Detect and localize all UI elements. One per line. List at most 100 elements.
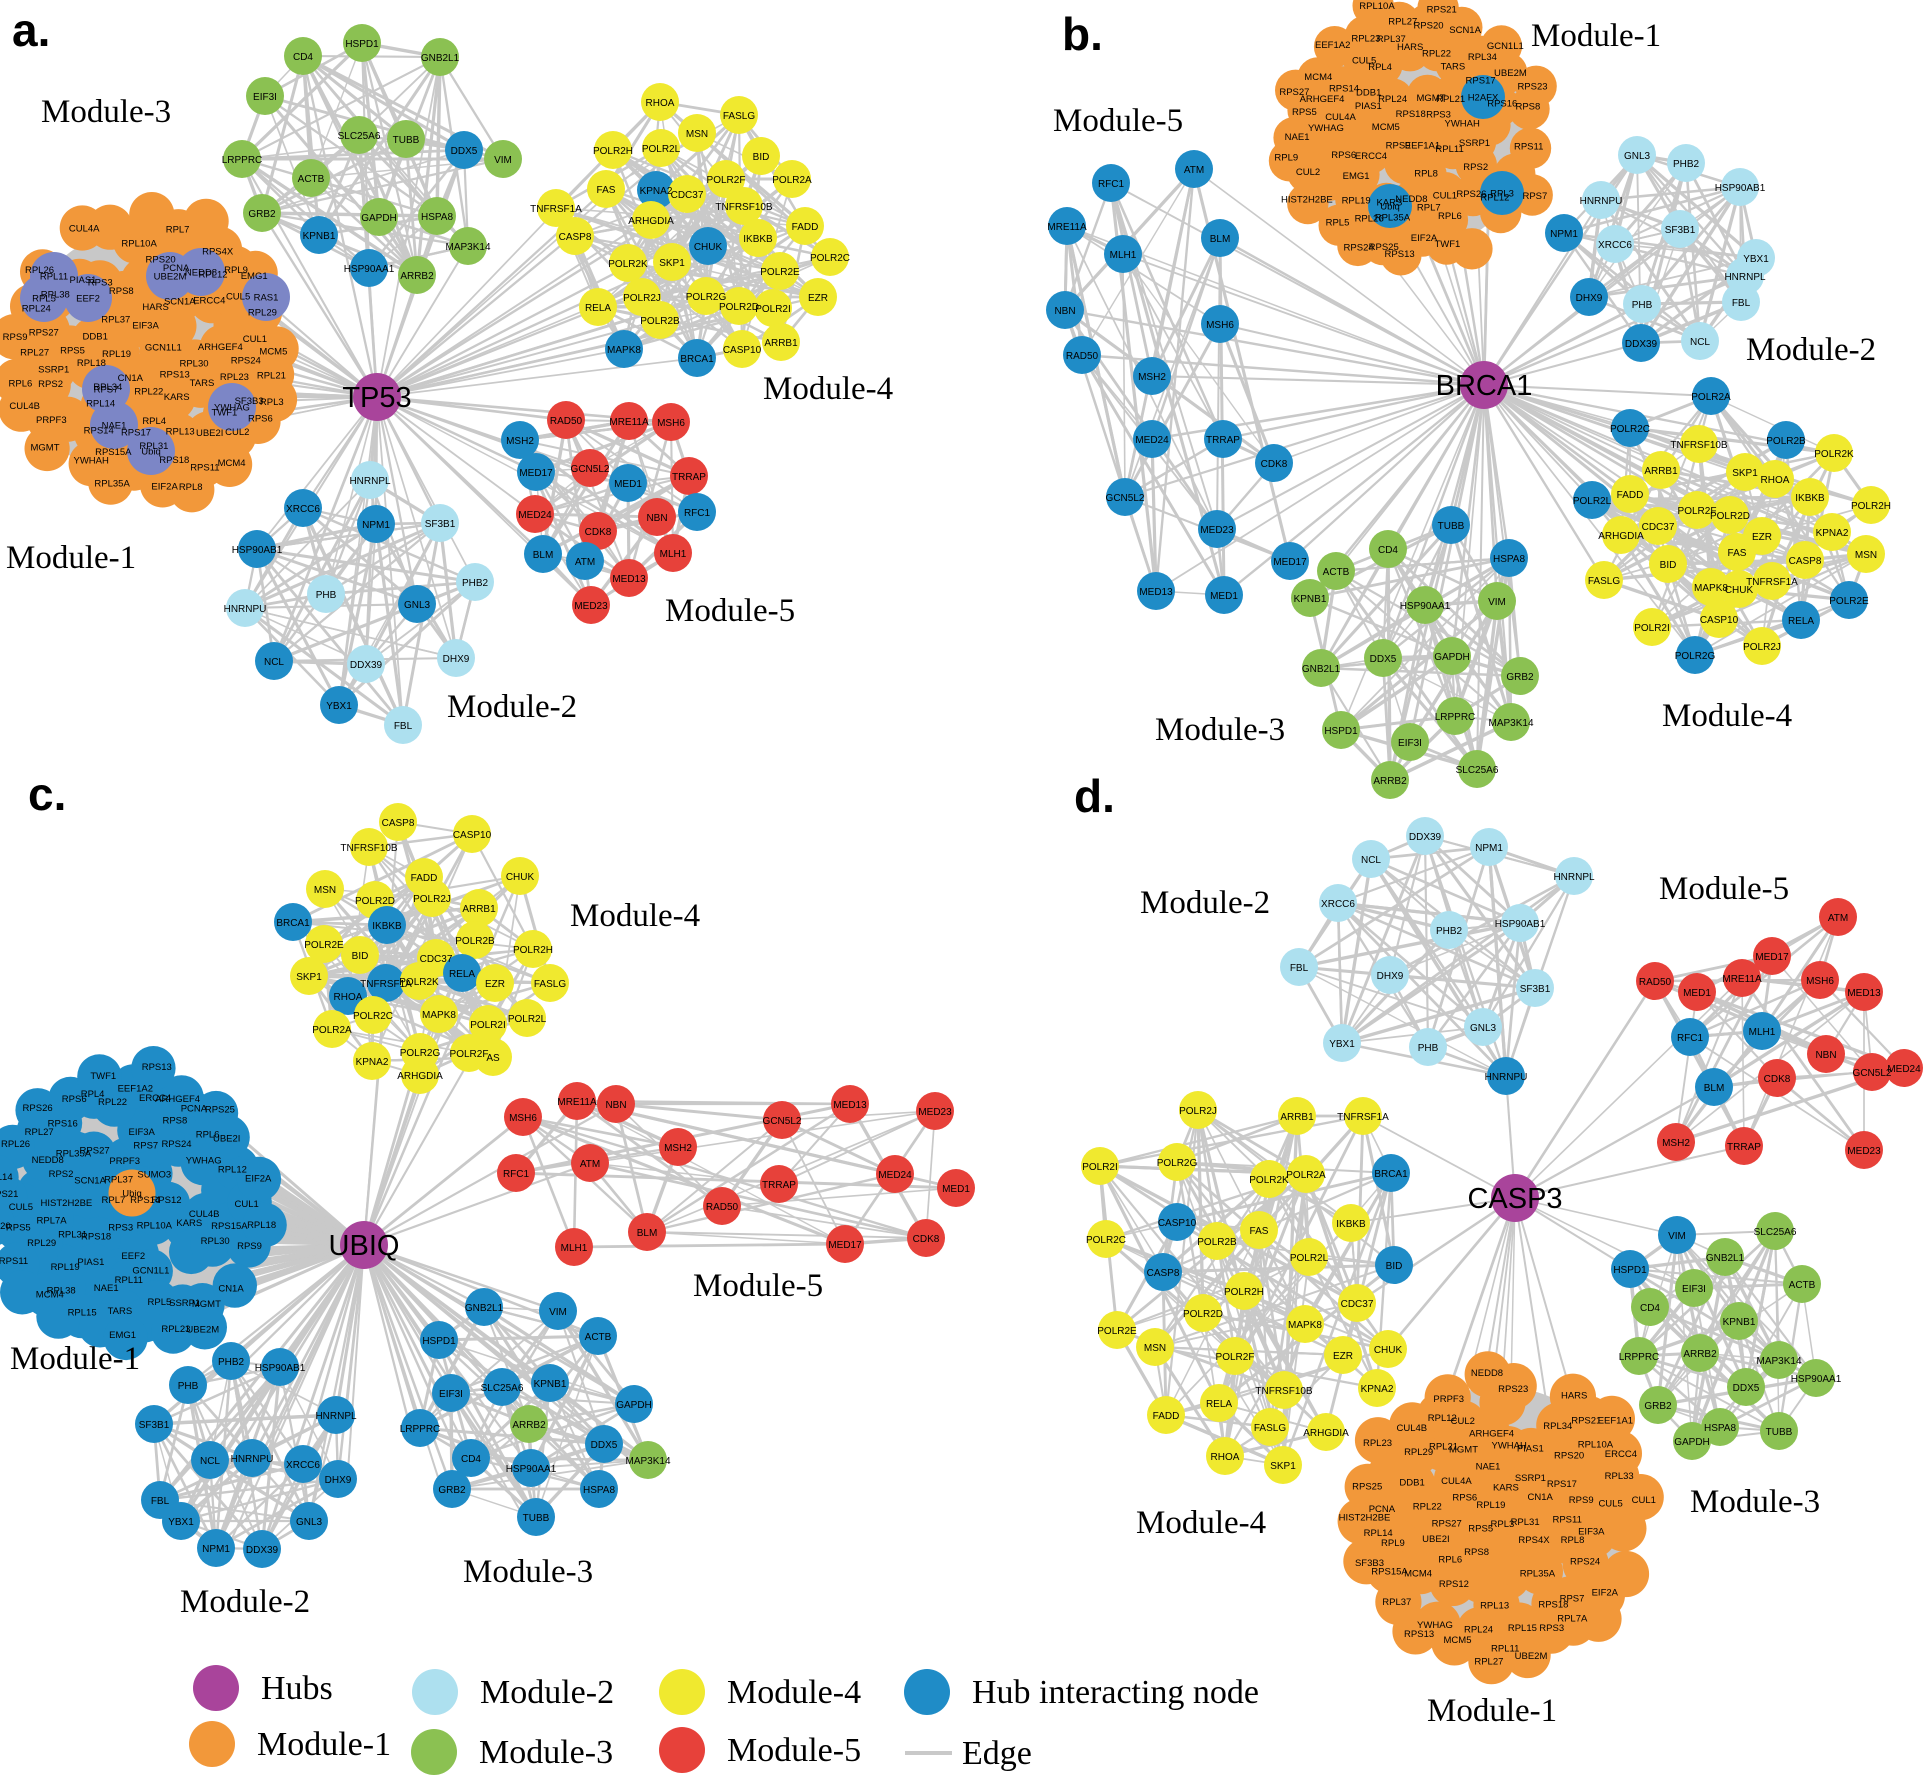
svg-text:RPL6: RPL6	[1438, 211, 1462, 222]
svg-text:DDX5: DDX5	[451, 146, 478, 157]
svg-text:RHOA: RHOA	[1761, 475, 1790, 486]
svg-text:SSRP1: SSRP1	[1459, 138, 1490, 149]
svg-text:RPL21: RPL21	[1429, 1442, 1458, 1453]
svg-text:EIF3I: EIF3I	[253, 92, 277, 103]
svg-text:POLR2A: POLR2A	[1691, 392, 1731, 403]
svg-text:HSPA8: HSPA8	[583, 1485, 615, 1496]
svg-text:RHOA: RHOA	[646, 98, 675, 109]
svg-text:MED24: MED24	[878, 1170, 912, 1181]
svg-text:IKBKB: IKBKB	[372, 921, 402, 932]
svg-text:YWHAG: YWHAG	[214, 403, 250, 414]
svg-text:MRE11A: MRE11A	[609, 417, 649, 428]
svg-text:MAP3K14: MAP3K14	[445, 242, 490, 253]
svg-text:RFC1: RFC1	[684, 508, 711, 519]
svg-text:RPS7: RPS7	[1560, 1594, 1585, 1605]
svg-text:HNRNPU: HNRNPU	[231, 1454, 274, 1465]
svg-text:CDC37: CDC37	[1642, 522, 1675, 533]
svg-text:RPL23: RPL23	[1351, 34, 1380, 45]
svg-text:HSPD1: HSPD1	[422, 1336, 456, 1347]
svg-text:HNRNPL: HNRNPL	[349, 476, 391, 487]
svg-text:RPS26: RPS26	[23, 1103, 53, 1114]
svg-text:CDK8: CDK8	[1261, 459, 1288, 470]
svg-text:GCN5L2: GCN5L2	[1853, 1068, 1892, 1079]
svg-text:FASLG: FASLG	[723, 111, 755, 122]
svg-text:ATM: ATM	[1828, 913, 1848, 924]
svg-text:EIF3I: EIF3I	[439, 1389, 463, 1400]
svg-text:RAD50: RAD50	[550, 416, 583, 427]
svg-text:BLM: BLM	[637, 1228, 658, 1239]
svg-text:POLR2J: POLR2J	[1743, 642, 1781, 653]
svg-text:HSPA8: HSPA8	[421, 212, 453, 223]
svg-text:RPS14: RPS14	[84, 426, 114, 437]
svg-text:RPS24: RPS24	[1570, 1556, 1600, 1567]
svg-text:Module-1: Module-1	[6, 540, 136, 576]
svg-text:PIAS1: PIAS1	[77, 1257, 104, 1268]
svg-text:BRCA1: BRCA1	[1436, 370, 1533, 402]
svg-text:RPL10A: RPL10A	[1359, 1, 1395, 12]
svg-text:TUBB: TUBB	[393, 135, 420, 146]
svg-text:RPS9: RPS9	[1386, 141, 1411, 152]
svg-text:MED13: MED13	[612, 574, 646, 585]
svg-text:HNRNPU: HNRNPU	[224, 604, 267, 615]
svg-text:KARS: KARS	[1493, 1483, 1519, 1494]
svg-text:SCN1A: SCN1A	[74, 1175, 106, 1186]
svg-text:RPL8: RPL8	[179, 482, 203, 493]
svg-text:SF3B3: SF3B3	[1355, 1558, 1384, 1569]
svg-text:EIF2A: EIF2A	[1411, 233, 1438, 244]
svg-text:RPL22: RPL22	[1422, 49, 1451, 60]
svg-text:RPL34: RPL34	[93, 382, 122, 393]
svg-text:MAP3K14: MAP3K14	[625, 1456, 670, 1467]
svg-text:RPL29: RPL29	[248, 308, 277, 319]
svg-text:RPL19: RPL19	[102, 349, 131, 360]
svg-text:RPL24: RPL24	[1378, 94, 1407, 105]
svg-text:RPL18: RPL18	[77, 358, 106, 369]
svg-text:FBL: FBL	[1290, 963, 1309, 974]
svg-text:EMG1: EMG1	[241, 271, 268, 282]
svg-text:CD4: CD4	[461, 1454, 481, 1465]
svg-text:POLR2L: POLR2L	[642, 144, 681, 155]
svg-text:HNRNPL: HNRNPL	[315, 1411, 357, 1422]
svg-text:Module-3: Module-3	[1690, 1484, 1820, 1520]
svg-text:LRPPRC: LRPPRC	[222, 155, 263, 166]
svg-text:RPS23: RPS23	[1498, 1384, 1528, 1395]
svg-text:ARRB2: ARRB2	[1683, 1349, 1717, 1360]
svg-text:RPS24: RPS24	[1344, 243, 1374, 254]
svg-text:RPS11: RPS11	[190, 463, 219, 474]
svg-text:POLR2D: POLR2D	[1710, 511, 1750, 522]
svg-text:RPS20: RPS20	[1413, 20, 1443, 31]
svg-text:MED17: MED17	[1273, 557, 1307, 568]
svg-text:SCN1A: SCN1A	[1449, 25, 1481, 36]
svg-text:RPL11: RPL11	[1491, 1643, 1519, 1654]
svg-text:CHUK: CHUK	[1725, 585, 1754, 596]
svg-text:NEDD8: NEDD8	[1395, 194, 1427, 205]
svg-text:ARRB1: ARRB1	[764, 338, 798, 349]
svg-text:RPL22: RPL22	[134, 387, 163, 398]
svg-text:ERCC4: ERCC4	[1605, 1449, 1637, 1460]
svg-text:FADD: FADD	[411, 873, 438, 884]
svg-text:MRE11A: MRE11A	[1047, 222, 1087, 233]
svg-text:RPL23: RPL23	[220, 372, 249, 383]
svg-text:RELA: RELA	[449, 969, 475, 980]
svg-text:MSN: MSN	[686, 129, 708, 140]
svg-text:CUL5: CUL5	[226, 291, 250, 302]
svg-text:POLR2H: POLR2H	[593, 146, 633, 157]
svg-text:RPL26: RPL26	[1355, 214, 1384, 225]
svg-text:UBIQ: UBIQ	[329, 1230, 400, 1262]
svg-text:RPL7: RPL7	[166, 224, 190, 235]
svg-text:CUL4A: CUL4A	[1441, 1476, 1472, 1487]
svg-text:KARS: KARS	[164, 392, 190, 403]
svg-text:MLH1: MLH1	[561, 1243, 588, 1254]
svg-text:RPL15: RPL15	[1508, 1623, 1537, 1634]
svg-text:NBN: NBN	[646, 513, 667, 524]
svg-text:RPL27: RPL27	[1474, 1657, 1503, 1668]
svg-text:H2AFX: H2AFX	[1468, 93, 1499, 104]
svg-text:VIM: VIM	[494, 155, 512, 166]
svg-text:RPL5: RPL5	[148, 1297, 172, 1308]
svg-text:XRCC6: XRCC6	[1598, 240, 1632, 251]
svg-text:EZR: EZR	[1333, 1351, 1353, 1362]
svg-text:RPL7: RPL7	[102, 1195, 126, 1206]
svg-text:NBN: NBN	[1054, 306, 1075, 317]
svg-text:CASP10: CASP10	[723, 345, 762, 356]
svg-text:PHB2: PHB2	[1436, 926, 1463, 937]
svg-text:RPS13: RPS13	[1404, 1629, 1434, 1640]
